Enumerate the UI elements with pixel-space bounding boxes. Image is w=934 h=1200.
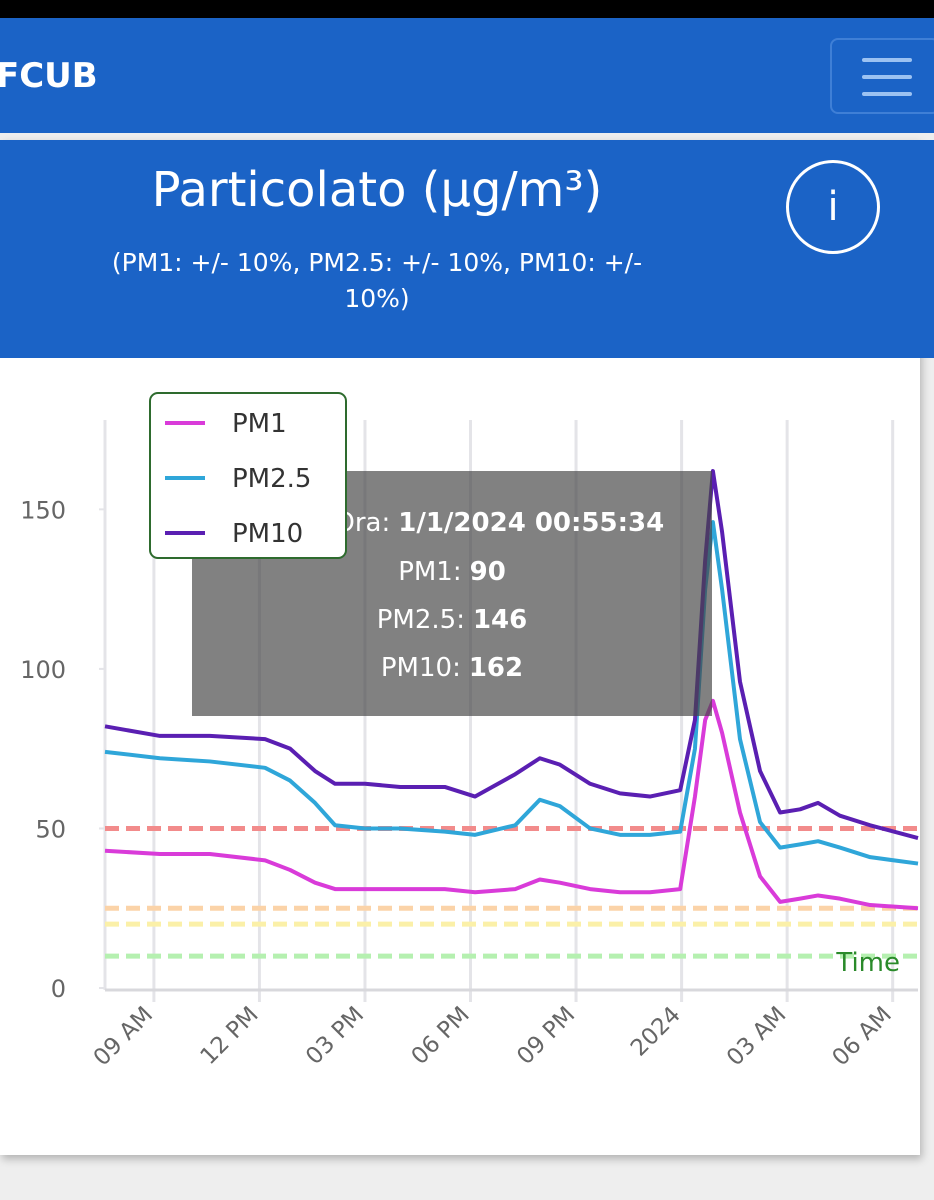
menu-bar [862,75,912,79]
brand[interactable]: FCUB [0,56,98,96]
tooltip-row: PM1: 90 [398,557,506,587]
tooltip-row-value: 146 [473,605,527,635]
series-line [104,520,919,866]
x-tick-label: 03 PM [301,1002,369,1070]
menu-bar [862,92,912,96]
y-tick-label: 0 [51,975,66,1003]
tooltip-row: PM10: 162 [381,653,523,683]
legend-label: PM1 [232,409,287,439]
y-tick-label: 100 [20,656,66,684]
y-tick-label: 50 [35,815,66,843]
x-tick-label: 2024 [626,1002,686,1062]
navbar: FCUB [0,18,934,133]
x-tick-label: 03 AM [722,1002,791,1071]
x-tick-label: 06 PM [407,1002,475,1070]
legend-label: PM2.5 [232,464,311,494]
tooltip-row: PM2.5: 146 [377,605,528,635]
card-header: Particolato (µg/m³) (PM1: +/- 10%, PM2.5… [0,140,934,358]
x-axis-label: Time [835,948,900,978]
x-tick-label: 09 PM [512,1002,580,1070]
series-line [104,469,919,840]
legend [149,392,347,559]
y-tick-label: 150 [20,496,66,524]
tooltip-date-value: 1/1/2024 00:55:34 [398,508,664,538]
card-subtitle: (PM1: +/- 10%, PM2.5: +/- 10%, PM10: +/-… [111,248,643,313]
tooltip-row-value: 90 [470,557,506,587]
x-tick-label: 12 PM [196,1002,264,1070]
menu-toggle[interactable] [830,38,934,114]
menu-bar [862,58,912,62]
status-bar [0,0,934,18]
x-tick-label: 06 AM [828,1002,897,1071]
card-title: Particolato (µg/m³) [151,162,603,218]
tooltip-row-label: PM10: [381,653,461,683]
tooltip-row-value: 162 [469,653,523,683]
series-line [104,698,919,911]
x-tick-label: 09 AM [89,1002,158,1071]
tooltip-row-label: PM1: [398,557,461,587]
legend-label: PM10 [232,519,303,549]
info-button[interactable]: i [786,160,880,254]
tooltip-row-label: PM2.5: [377,605,465,635]
